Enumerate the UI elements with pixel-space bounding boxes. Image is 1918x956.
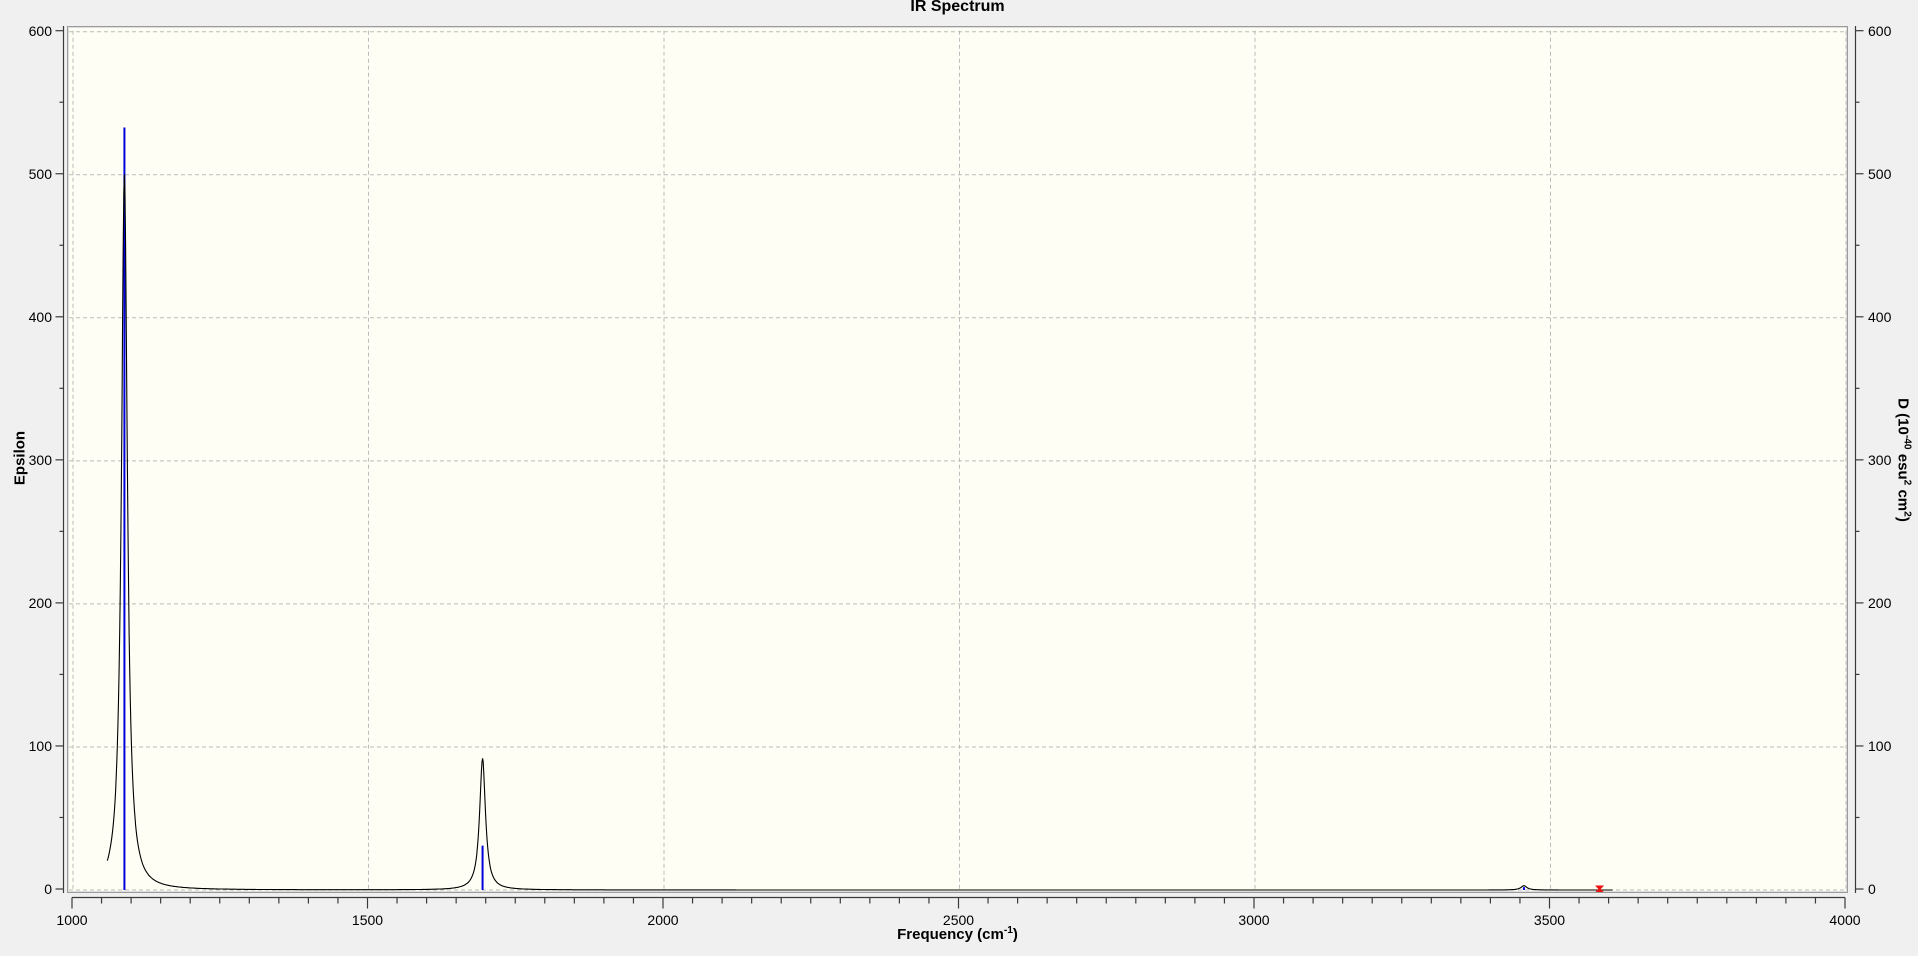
intensity-sticks [123,127,1525,890]
x-tick-label: 4000 [1829,912,1861,928]
y-left-tick-label: 500 [28,165,52,182]
y-left-tick-label: 400 [28,308,52,325]
right-axis-title: D (10-40 esu2 cm2) [1894,398,1913,522]
left-axis-title: Epsilon [11,430,29,486]
frequency-marker[interactable] [1595,885,1605,893]
y-right-tick-label: 600 [1868,22,1892,39]
chart-title: IR Spectrum [910,0,1005,15]
y-left-tick-label: 600 [28,22,52,39]
x-tick-label: 3500 [1533,912,1566,928]
y-left-tick-label: 200 [28,594,52,611]
x-tick-label: 1000 [56,912,88,928]
y-left-tick-label: 100 [28,737,52,754]
y-right-tick-label: 500 [1868,165,1892,182]
x-tick-label: 3000 [1238,912,1270,928]
x-tick-label: 2000 [647,912,679,928]
spectrum-curve [106,174,1613,891]
spectrum-plot [69,30,1847,893]
x-tick-label: 1500 [351,912,384,928]
y-right-tick-label: 0 [1868,881,1876,897]
x-tick-label: 2500 [942,912,975,928]
y-right-tick-label: 300 [1868,451,1892,468]
x-axis-title: Frequency (cm-1) [897,925,1018,943]
y-right-tick-label: 400 [1868,308,1892,325]
gridlines [69,30,1847,891]
y-right-tick-label: 100 [1868,737,1892,754]
plot-canvas[interactable] [67,26,1848,893]
y-right-tick-label: 200 [1868,594,1892,611]
y-left-tick-label: 300 [28,451,52,468]
y-left-tick-label: 0 [44,881,52,897]
